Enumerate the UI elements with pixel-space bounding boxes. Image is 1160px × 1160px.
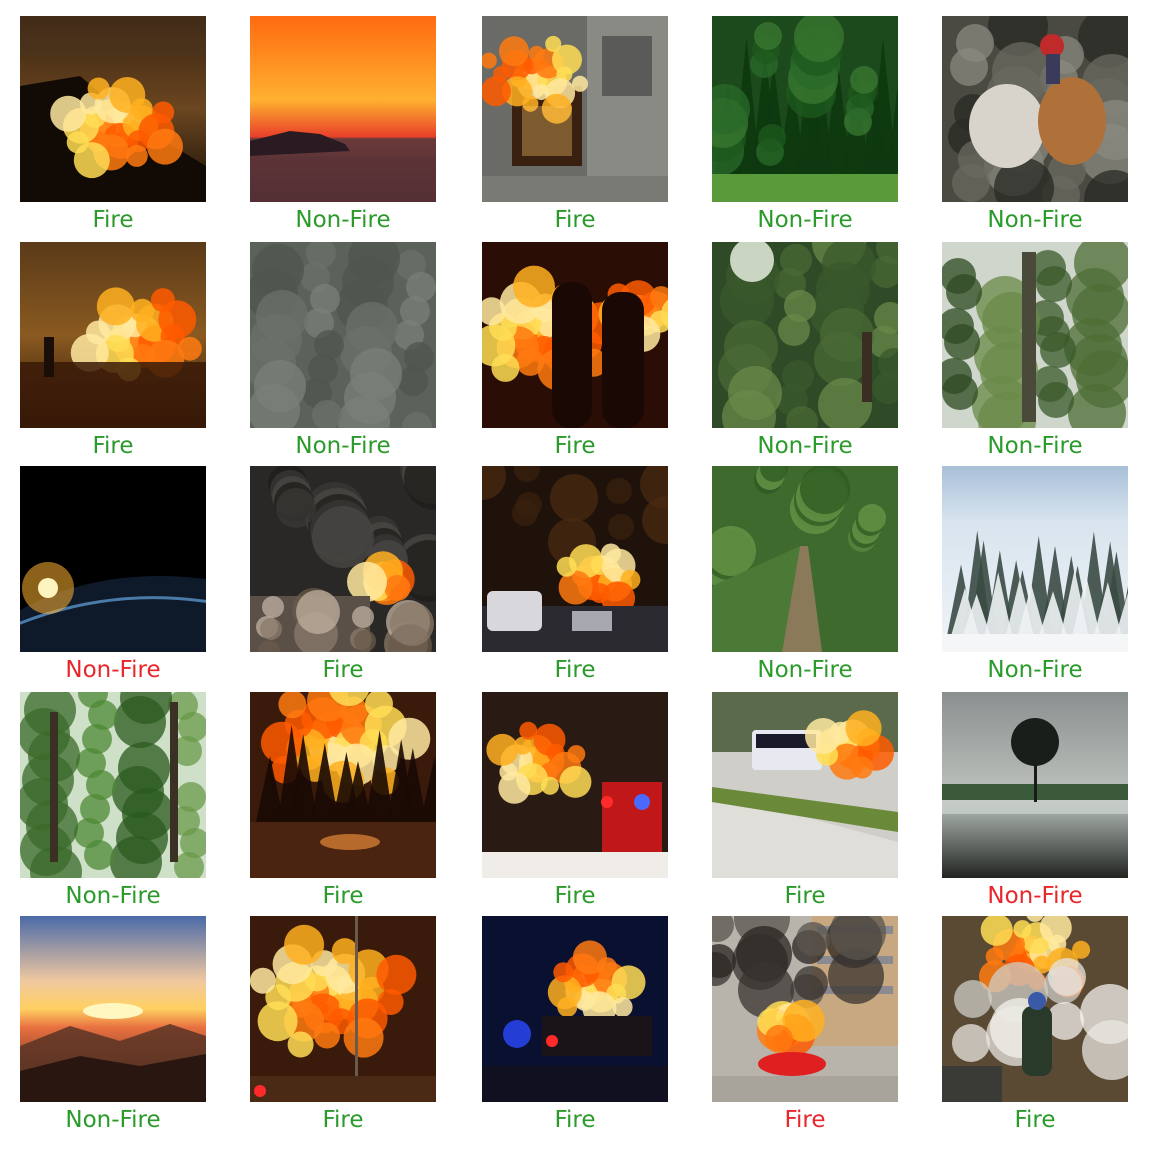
grid-cell: Non-Fire — [712, 466, 898, 686]
prediction-label: Non-Fire — [757, 657, 853, 683]
grid-cell: Non-Fire — [942, 242, 1128, 462]
sample-image — [482, 916, 668, 1102]
prediction-label: Fire — [1014, 1107, 1056, 1133]
prediction-label: Fire — [554, 433, 596, 459]
grid-cell: Fire — [482, 16, 668, 236]
prediction-label: Fire — [554, 1107, 596, 1133]
grid-cell: Fire — [942, 916, 1128, 1136]
grid-cell: Fire — [482, 242, 668, 462]
sample-image — [250, 692, 436, 878]
grid-cell: Non-Fire — [20, 692, 206, 912]
prediction-label: Non-Fire — [987, 657, 1083, 683]
sample-image — [250, 16, 436, 202]
grid-cell: Fire — [250, 466, 436, 686]
grid-cell: Fire — [20, 242, 206, 462]
sample-image — [20, 242, 206, 428]
prediction-label: Non-Fire — [65, 883, 161, 909]
sample-image — [482, 692, 668, 878]
sample-image — [712, 242, 898, 428]
grid-cell: Fire — [482, 916, 668, 1136]
grid-cell: Non-Fire — [250, 242, 436, 462]
sample-image — [250, 916, 436, 1102]
grid-cell: Fire — [712, 692, 898, 912]
grid-cell: Non-Fire — [942, 692, 1128, 912]
grid-cell: Non-Fire — [250, 16, 436, 236]
prediction-label: Non-Fire — [65, 1107, 161, 1133]
sample-image — [20, 466, 206, 652]
sample-image — [482, 16, 668, 202]
prediction-label: Fire — [554, 657, 596, 683]
grid-cell: Non-Fire — [712, 242, 898, 462]
sample-image — [482, 242, 668, 428]
grid-cell: Non-Fire — [712, 16, 898, 236]
sample-image — [20, 16, 206, 202]
sample-image — [20, 916, 206, 1102]
prediction-label: Fire — [322, 1107, 364, 1133]
prediction-label: Non-Fire — [987, 433, 1083, 459]
prediction-label: Fire — [92, 433, 134, 459]
grid-cell: Fire — [482, 692, 668, 912]
sample-image — [942, 692, 1128, 878]
prediction-label: Fire — [784, 1107, 826, 1133]
sample-image — [942, 916, 1128, 1102]
sample-image — [942, 466, 1128, 652]
prediction-label: Non-Fire — [757, 433, 853, 459]
sample-image — [20, 692, 206, 878]
prediction-label: Non-Fire — [65, 657, 161, 683]
grid-cell: Non-Fire — [20, 916, 206, 1136]
prediction-label: Fire — [554, 207, 596, 233]
prediction-label: Fire — [322, 883, 364, 909]
prediction-label: Non-Fire — [757, 207, 853, 233]
sample-image — [712, 466, 898, 652]
sample-image — [482, 466, 668, 652]
prediction-label: Non-Fire — [987, 883, 1083, 909]
prediction-label: Non-Fire — [295, 207, 391, 233]
sample-image — [942, 242, 1128, 428]
prediction-label: Fire — [322, 657, 364, 683]
sample-image — [250, 466, 436, 652]
grid-cell: Non-Fire — [942, 466, 1128, 686]
prediction-label: Fire — [554, 883, 596, 909]
prediction-label: Non-Fire — [295, 433, 391, 459]
grid-cell: Fire — [250, 692, 436, 912]
sample-image — [712, 16, 898, 202]
sample-image — [250, 242, 436, 428]
prediction-label: Fire — [92, 207, 134, 233]
grid-cell: Non-Fire — [942, 16, 1128, 236]
grid-cell: Non-Fire — [20, 466, 206, 686]
grid-cell: Fire — [20, 16, 206, 236]
sample-image — [712, 692, 898, 878]
grid-cell: Fire — [482, 466, 668, 686]
prediction-label: Non-Fire — [987, 207, 1083, 233]
sample-image — [712, 916, 898, 1102]
sample-image — [942, 16, 1128, 202]
prediction-label: Fire — [784, 883, 826, 909]
grid-cell: Fire — [712, 916, 898, 1136]
grid-cell: Fire — [250, 916, 436, 1136]
